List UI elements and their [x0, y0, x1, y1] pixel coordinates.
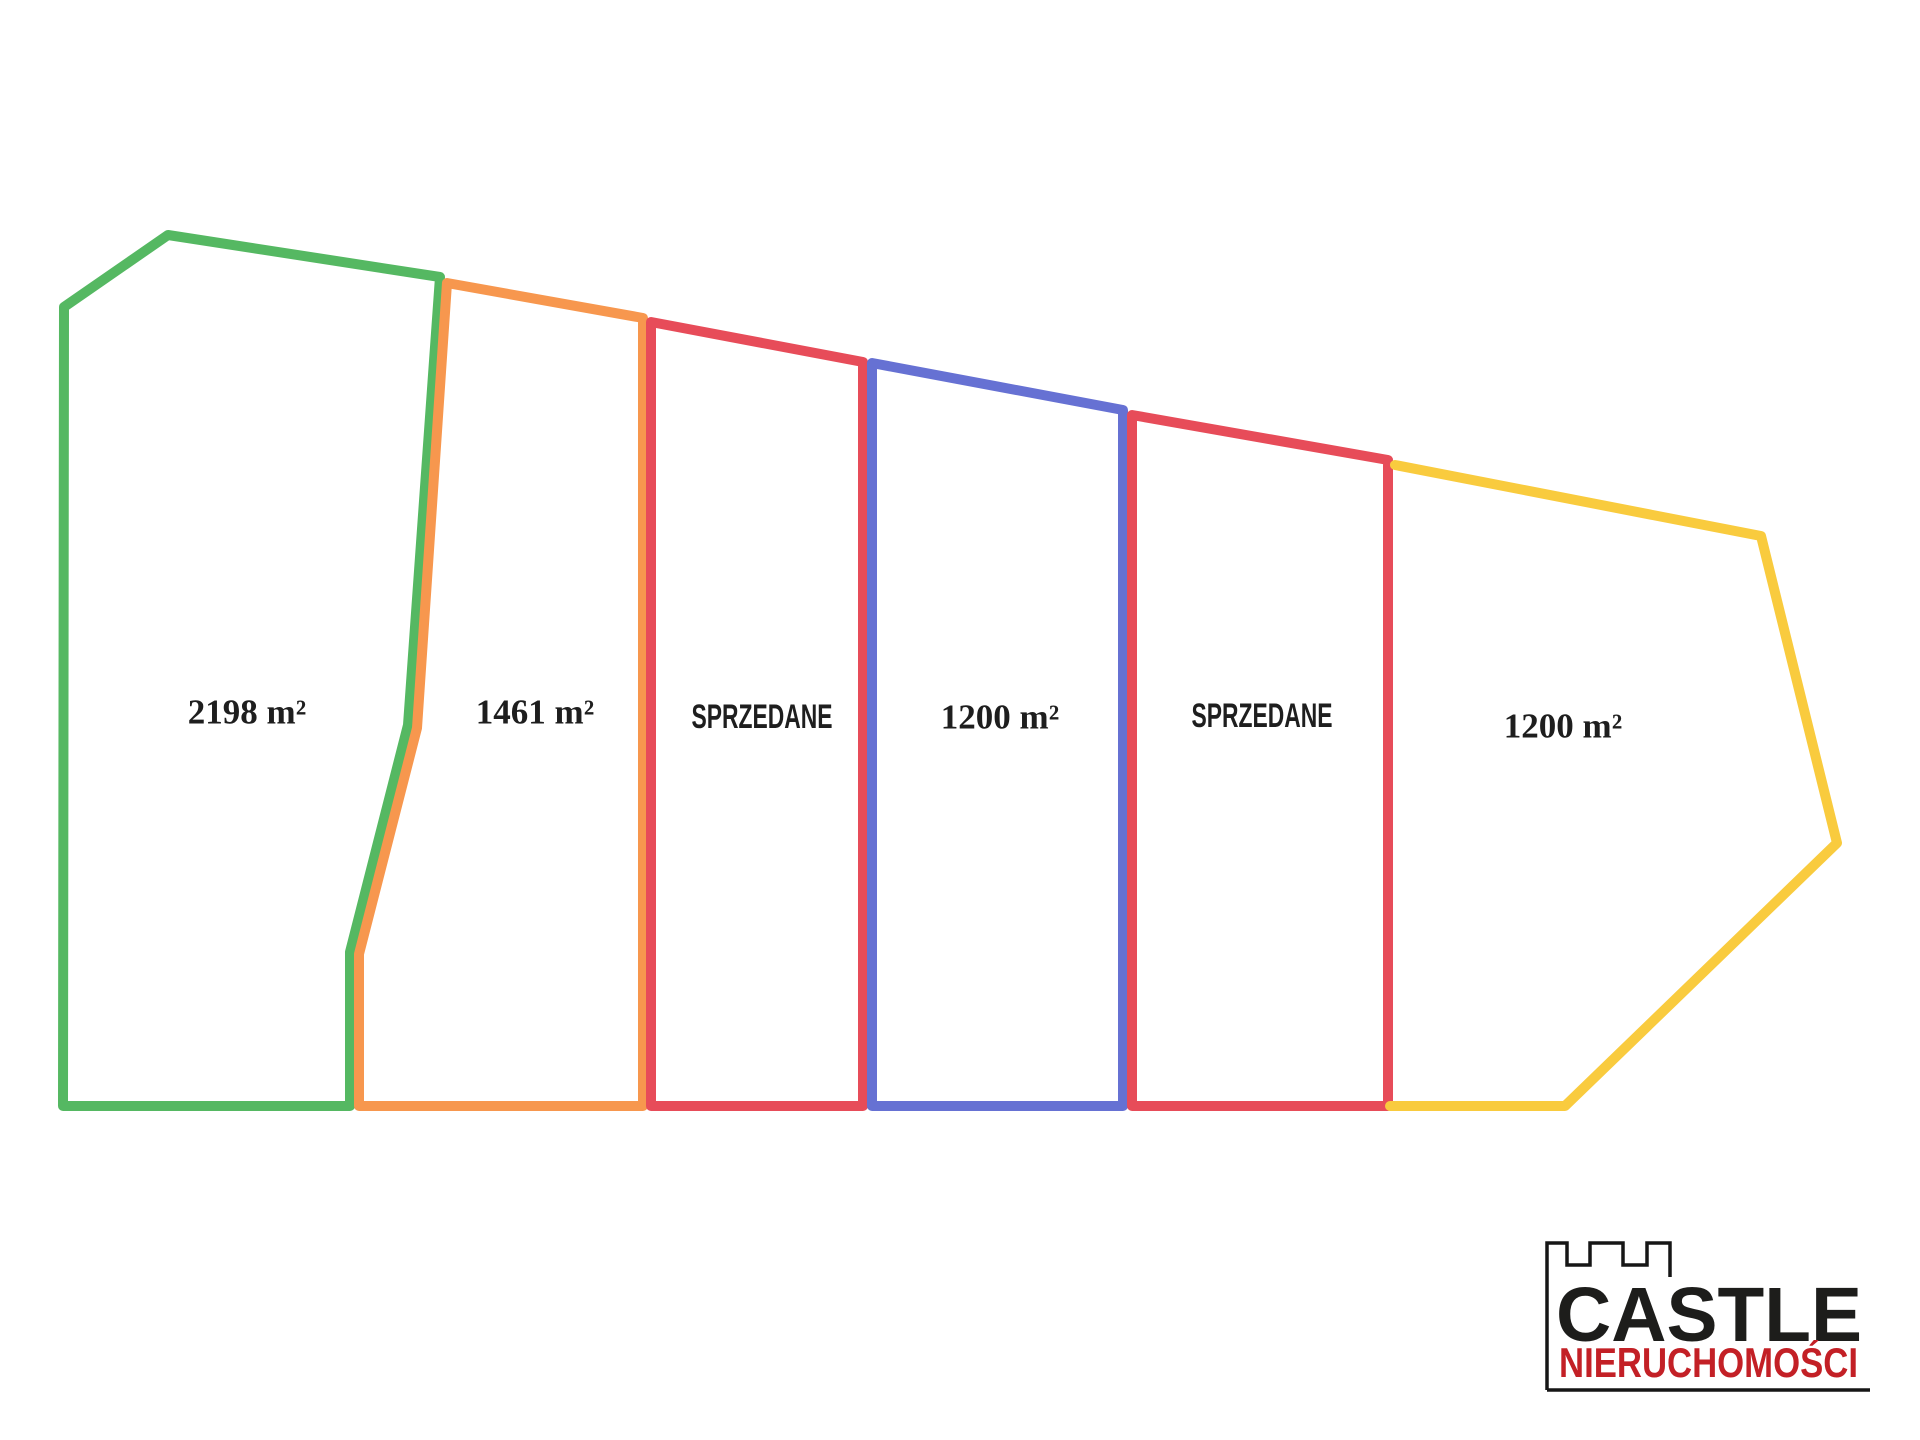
logo-subtitle: NIERUCHOMOŚCI	[1559, 1338, 1858, 1386]
plot-1200-b-outline	[1385, 460, 1842, 1111]
plot-2198-label: 2198 m²	[188, 693, 306, 732]
plot-1200-a-outline	[867, 358, 1128, 1111]
plot-1461-outline	[354, 278, 648, 1111]
logo: CASTLE NIERUCHOMOŚCI	[1545, 1241, 1870, 1392]
plot-sold-1-label: SPRZEDANE	[692, 698, 833, 736]
logo-title: CASTLE	[1556, 1272, 1862, 1358]
plot-1461-label: 1461 m²	[476, 693, 594, 732]
plot-1200-b-label: 1200 m²	[1504, 707, 1622, 746]
plot-sold-1-outline	[646, 317, 868, 1111]
plot-2198-outline	[58, 230, 445, 1111]
plot-sold-2-label: SPRZEDANE	[1192, 697, 1333, 735]
castle-battlement-icon	[1545, 1241, 1672, 1390]
plot-sold-2-outline	[1127, 410, 1393, 1111]
plots-layer: 2198 m² 1461 m² SPRZEDANE 1200 m² SPRZEDANE 1…	[58, 230, 1842, 1111]
plot-1200-a-label: 1200 m²	[941, 698, 1059, 737]
